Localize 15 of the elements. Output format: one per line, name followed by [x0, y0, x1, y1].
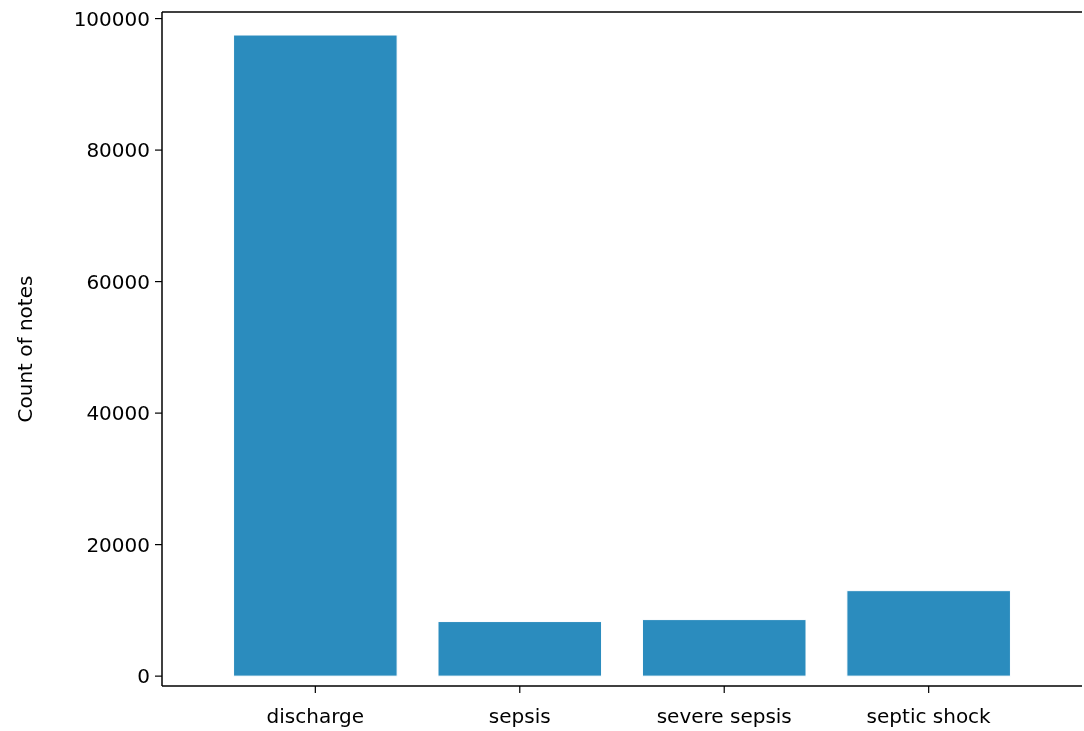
y-tick-label: 20000: [86, 532, 150, 557]
y-tick-label: 100000: [73, 6, 150, 31]
bar: [846, 590, 1011, 677]
bar: [233, 34, 398, 677]
bar: [641, 619, 807, 677]
bar: [437, 621, 603, 677]
y-tick-label: 80000: [86, 138, 150, 163]
y-tick-label: 0: [137, 664, 150, 689]
y-tick-label: 60000: [86, 269, 150, 294]
x-tick-label: sepsis: [488, 704, 551, 728]
x-tick-label: septic shock: [866, 704, 992, 728]
y-tick-label: 40000: [86, 401, 150, 426]
x-tick-label: discharge: [266, 704, 365, 728]
x-tick-label: severe sepsis: [656, 704, 792, 728]
y-axis-title: Count of notes: [13, 275, 37, 423]
